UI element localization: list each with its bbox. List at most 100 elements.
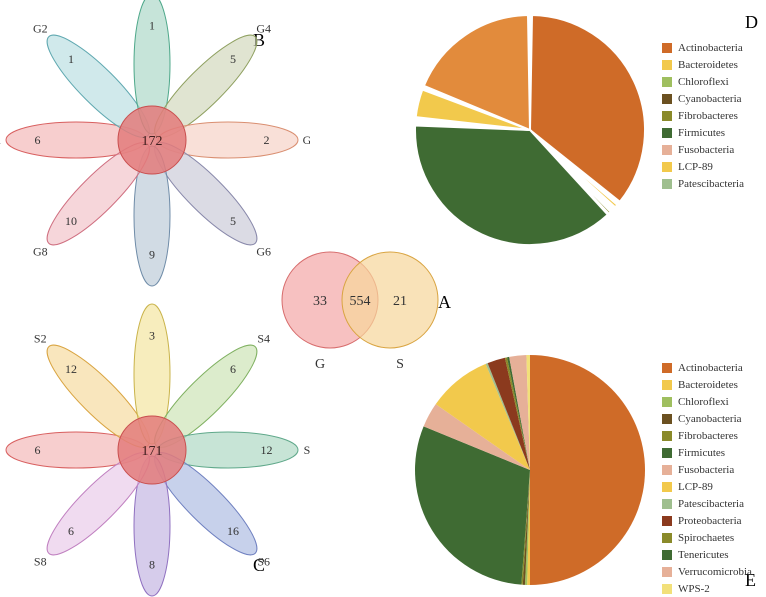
venn-right-value: 21 bbox=[393, 294, 407, 309]
pie-slice bbox=[530, 355, 645, 585]
legend-item: Patescibacteria bbox=[662, 496, 752, 511]
petal-value: 6 bbox=[68, 524, 74, 538]
legend-item: Patescibacteria bbox=[662, 176, 744, 191]
legend-label: WPS-2 bbox=[678, 583, 710, 595]
petal-value: 9 bbox=[149, 248, 155, 262]
legend-label: Bacteroidetes bbox=[678, 59, 738, 71]
legend-item: Firmicutes bbox=[662, 125, 744, 140]
legend-swatch bbox=[662, 179, 672, 189]
petal-value: 3 bbox=[149, 329, 155, 343]
legend-swatch bbox=[662, 465, 672, 475]
legend-item: Tenericutes bbox=[662, 547, 752, 562]
pie-chart-e bbox=[405, 345, 655, 595]
legend-swatch bbox=[662, 482, 672, 492]
petal-value: 8 bbox=[149, 558, 155, 572]
legend-swatch bbox=[662, 94, 672, 104]
petal-value: 1 bbox=[68, 52, 74, 66]
legend-item: Fibrobacteres bbox=[662, 428, 752, 443]
legend-label: Chloroflexi bbox=[678, 76, 729, 88]
legend-item: Fusobacteria bbox=[662, 142, 744, 157]
legend-swatch bbox=[662, 516, 672, 526]
flower-center-value: 171 bbox=[142, 444, 163, 459]
petal-label: S8 bbox=[34, 555, 47, 569]
petal-label: G8 bbox=[33, 245, 48, 259]
legend-swatch bbox=[662, 162, 672, 172]
legend-item: Actinobacteria bbox=[662, 40, 744, 55]
legend-label: Fibrobacteres bbox=[678, 110, 738, 122]
petal-value: 6 bbox=[35, 133, 41, 147]
legend-swatch bbox=[662, 584, 672, 594]
petal-label: G1 bbox=[0, 133, 1, 147]
legend-label: Fusobacteria bbox=[678, 144, 734, 156]
petal-value: 5 bbox=[230, 214, 236, 228]
legend-label: Fibrobacteres bbox=[678, 430, 738, 442]
legend-item: Chloroflexi bbox=[662, 74, 744, 89]
legend-label: Tenericutes bbox=[678, 549, 729, 561]
legend-item: Verrucomicrobia bbox=[662, 564, 752, 579]
legend-item: LCP-89 bbox=[662, 159, 744, 174]
petal-value: 12 bbox=[65, 362, 77, 376]
legend-swatch bbox=[662, 363, 672, 373]
petal-label: G4 bbox=[256, 21, 271, 35]
petal-value: 6 bbox=[35, 443, 41, 457]
petal-label: G5 bbox=[303, 133, 310, 147]
legend-item: Fibrobacteres bbox=[662, 108, 744, 123]
legend-label: Cyanobacteria bbox=[678, 413, 742, 425]
legend-label: Patescibacteria bbox=[678, 178, 744, 190]
legend-label: Proteobacteria bbox=[678, 515, 742, 527]
legend-swatch bbox=[662, 414, 672, 424]
venn-overlap-value: 554 bbox=[350, 294, 371, 309]
petal-value: 2 bbox=[264, 133, 270, 147]
legend-item: Cyanobacteria bbox=[662, 91, 744, 106]
legend-label: Firmicutes bbox=[678, 127, 725, 139]
legend-swatch bbox=[662, 567, 672, 577]
legend-swatch bbox=[662, 77, 672, 87]
legend-item: Bacteroidetes bbox=[662, 377, 752, 392]
legend-label: LCP-89 bbox=[678, 161, 713, 173]
pie-chart-d bbox=[405, 5, 655, 255]
legend-item: WPS-2 bbox=[662, 581, 752, 596]
legend-label: Verrucomicrobia bbox=[678, 566, 752, 578]
legend-d: Actinobacteria Bacteroidetes Chloroflexi Cy… bbox=[662, 40, 744, 193]
legend-item: Bacteroidetes bbox=[662, 57, 744, 72]
legend-swatch bbox=[662, 431, 672, 441]
venn-right-label: S bbox=[396, 357, 404, 372]
legend-swatch bbox=[662, 111, 672, 121]
legend-item: Proteobacteria bbox=[662, 513, 752, 528]
legend-swatch bbox=[662, 380, 672, 390]
legend-label: Patescibacteria bbox=[678, 498, 744, 510]
legend-swatch bbox=[662, 145, 672, 155]
legend-item: Spirochaetes bbox=[662, 530, 752, 545]
legend-label: Actinobacteria bbox=[678, 42, 743, 54]
legend-swatch bbox=[662, 533, 672, 543]
legend-label: Fusobacteria bbox=[678, 464, 734, 476]
petal-label: S6 bbox=[257, 555, 270, 569]
panel-label-d: D bbox=[745, 12, 758, 33]
legend-swatch bbox=[662, 397, 672, 407]
petal-value: 5 bbox=[230, 52, 236, 66]
petal-value: 1 bbox=[149, 19, 155, 33]
legend-label: Chloroflexi bbox=[678, 396, 729, 408]
legend-label: Firmicutes bbox=[678, 447, 725, 459]
legend-swatch bbox=[662, 43, 672, 53]
petal-label: S5 bbox=[304, 443, 310, 457]
legend-item: Cyanobacteria bbox=[662, 411, 752, 426]
venn-left-label: G bbox=[315, 357, 325, 372]
legend-item: Chloroflexi bbox=[662, 394, 752, 409]
petal-value: 16 bbox=[227, 524, 239, 538]
legend-swatch bbox=[662, 499, 672, 509]
legend-label: LCP-89 bbox=[678, 481, 713, 493]
legend-label: Bacteroidetes bbox=[678, 379, 738, 391]
flower-center-value: 172 bbox=[142, 134, 163, 149]
legend-label: Actinobacteria bbox=[678, 362, 743, 374]
legend-swatch bbox=[662, 128, 672, 138]
legend-item: LCP-89 bbox=[662, 479, 752, 494]
legend-swatch bbox=[662, 550, 672, 560]
venn-left-value: 33 bbox=[313, 294, 327, 309]
legend-swatch bbox=[662, 448, 672, 458]
petal-value: 10 bbox=[65, 214, 77, 228]
legend-label: Cyanobacteria bbox=[678, 93, 742, 105]
petal-label: S2 bbox=[34, 331, 47, 345]
legend-item: Fusobacteria bbox=[662, 462, 752, 477]
petal-value: 12 bbox=[261, 443, 273, 457]
